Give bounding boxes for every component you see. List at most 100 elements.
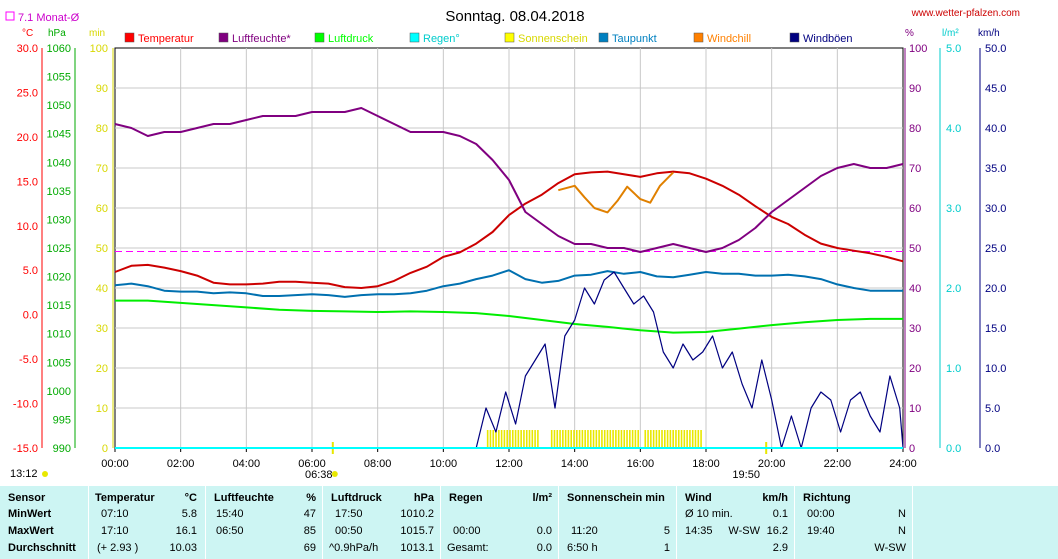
- humidity-tick-label: 80: [909, 123, 921, 135]
- temp-avg-delta: (+ 2.93 ): [97, 542, 139, 554]
- temp-min-value: 5.8: [181, 508, 197, 520]
- legend-label: Taupunkt: [612, 33, 657, 45]
- pressure-tick-label: 1025: [47, 243, 71, 255]
- dir-avg-value: W-SW: [874, 542, 906, 554]
- press-trend: ^0.9hPa/h: [329, 542, 379, 554]
- divider: [205, 486, 206, 559]
- hdr-direction: Richtung: [803, 492, 851, 504]
- col-sensor: Sensor MinWert MaxWert Durchschnitt: [0, 486, 88, 559]
- temp-max-value: 16.1: [175, 525, 197, 537]
- legend-label: Temperatur: [138, 33, 194, 45]
- hum-max-time: 06:50: [216, 525, 244, 537]
- sun-icon: [42, 471, 48, 477]
- wind-tick-label: 5.0: [985, 403, 1000, 415]
- legend-swatch: [598, 32, 609, 43]
- row-label-avg: Durchschnitt: [8, 542, 76, 554]
- divider: [88, 486, 89, 559]
- humidity-tick-label: 90: [909, 83, 921, 95]
- pressure-unit: hPa: [48, 28, 66, 39]
- hum-min-value: 47: [303, 508, 316, 520]
- source-link[interactable]: www.wetter-pfalzen.com: [911, 8, 1020, 19]
- legend-label: Regen°: [423, 33, 460, 45]
- humidity-tick-label: 60: [909, 203, 921, 215]
- wind-min-value: 0.1: [772, 508, 788, 520]
- legend-label: Luftfeuchte*: [232, 33, 291, 45]
- pressure-tick-label: 1015: [47, 300, 71, 312]
- sun-tick-label: 10: [96, 403, 108, 415]
- temp-tick-label: 30.0: [17, 43, 38, 55]
- pressure-tick-label: 1000: [47, 386, 71, 398]
- hdr-temp: Temperatur: [95, 492, 155, 504]
- axes: 00:00 02:00 04:00 06:00 08:00 10:00 12:00 14:00…: [10, 43, 1006, 481]
- legend-label: Luftdruck: [328, 33, 374, 45]
- sun-tick-label: 20: [96, 363, 108, 375]
- wind-max-direction: W-SW: [728, 525, 760, 537]
- rain-total-value: 0.0: [536, 542, 552, 554]
- monthly-avg-label: 7.1 Monat-Ø: [18, 12, 80, 24]
- sun-tick-label: 50: [96, 243, 108, 255]
- wind-tick-label: 40.0: [985, 123, 1006, 135]
- x-tick-label: 10:00: [430, 458, 458, 470]
- sun-tick-label: 100: [90, 43, 108, 55]
- humidity-tick-label: 100: [909, 43, 927, 55]
- divider: [912, 486, 913, 559]
- col-humidity: Luftfeuchte% 15:40 47 06:50 85 69: [206, 486, 322, 559]
- sun-icon: [331, 471, 338, 477]
- series-luftdruck-line: [115, 299, 903, 334]
- sun-avg-value: 1: [663, 542, 670, 554]
- dir-min-time: 00:00: [807, 508, 835, 520]
- sun-tick-label: 90: [96, 83, 108, 95]
- hdr-pressure-unit: hPa: [413, 492, 434, 504]
- x-tick-label: 02:00: [167, 458, 195, 470]
- pressure-tick-label: 1020: [47, 272, 71, 284]
- col-direction: Richtung 00:00 N 19:40 N W-SW: [795, 486, 912, 559]
- rain-tick-label: 4.0: [946, 123, 961, 135]
- pressure-tick-label: 1045: [47, 129, 71, 141]
- legend-swatch: [218, 32, 229, 43]
- wind-tick-label: 15.0: [985, 323, 1006, 335]
- row-label-max: MaxWert: [8, 525, 54, 537]
- dir-min-value: N: [898, 508, 906, 520]
- rain-tick-label: 3.0: [946, 203, 961, 215]
- wind-tick-label: 0.0: [985, 443, 1000, 455]
- legend-label: Windböen: [803, 33, 853, 45]
- hum-max-value: 85: [303, 525, 316, 537]
- wind-tick-label: 10.0: [985, 363, 1006, 375]
- sun-max-value: 5: [663, 525, 670, 537]
- col-temp: Temperatur °C 07:10 5.8 17:10 16.1 (+ 2.93 …: [89, 486, 205, 559]
- temp-unit: °C: [22, 28, 33, 39]
- humidity-tick-label: 30: [909, 323, 921, 335]
- humidity-tick-label: 10: [909, 403, 921, 415]
- sunrise-time-label: 06:38: [305, 469, 333, 481]
- col-pressure: Luftdruck hPa 17:50 1010.2 00:50 1015.7 ^0.…: [323, 486, 440, 559]
- x-tick-label: 00:00: [101, 458, 129, 470]
- temp-tick-label: 10.0: [17, 221, 38, 233]
- rain-tick-label: 0.0: [946, 443, 961, 455]
- monthly-avg-swatch: [5, 11, 15, 21]
- hdr-wind-unit: km/h: [762, 492, 788, 504]
- press-max-time: 00:50: [335, 525, 363, 537]
- legend-swatch: [789, 32, 800, 43]
- rain-tick-label: 2.0: [946, 283, 961, 295]
- wind-tick-label: 25.0: [985, 243, 1006, 255]
- legend-swatch: [314, 32, 325, 43]
- pressure-tick-label: 1055: [47, 72, 71, 84]
- temp-max-time: 17:10: [101, 525, 129, 537]
- rain-total-label: Gesamt:: [447, 542, 489, 554]
- wind-max-time: 14:35: [685, 525, 713, 537]
- pressure-tick-label: 1050: [47, 100, 71, 112]
- series-windchill-line: [558, 171, 674, 214]
- wind-tick-label: 50.0: [985, 43, 1006, 55]
- pressure-tick-label: 1040: [47, 157, 71, 169]
- hdr-sunshine: Sonnenschein min: [567, 492, 665, 504]
- sunset-time-label: 19:50: [732, 469, 760, 481]
- divider: [558, 486, 559, 559]
- rain-max-time: 00:00: [453, 525, 481, 537]
- sun-max-time: 11:20: [571, 525, 598, 537]
- temp-tick-label: 25.0: [17, 87, 38, 99]
- press-max-value: 1015.7: [400, 525, 434, 537]
- sun-unit: min: [89, 28, 105, 39]
- wind-tick-label: 35.0: [985, 163, 1006, 175]
- x-tick-label: 14:00: [561, 458, 589, 470]
- humidity-tick-label: 50: [909, 243, 921, 255]
